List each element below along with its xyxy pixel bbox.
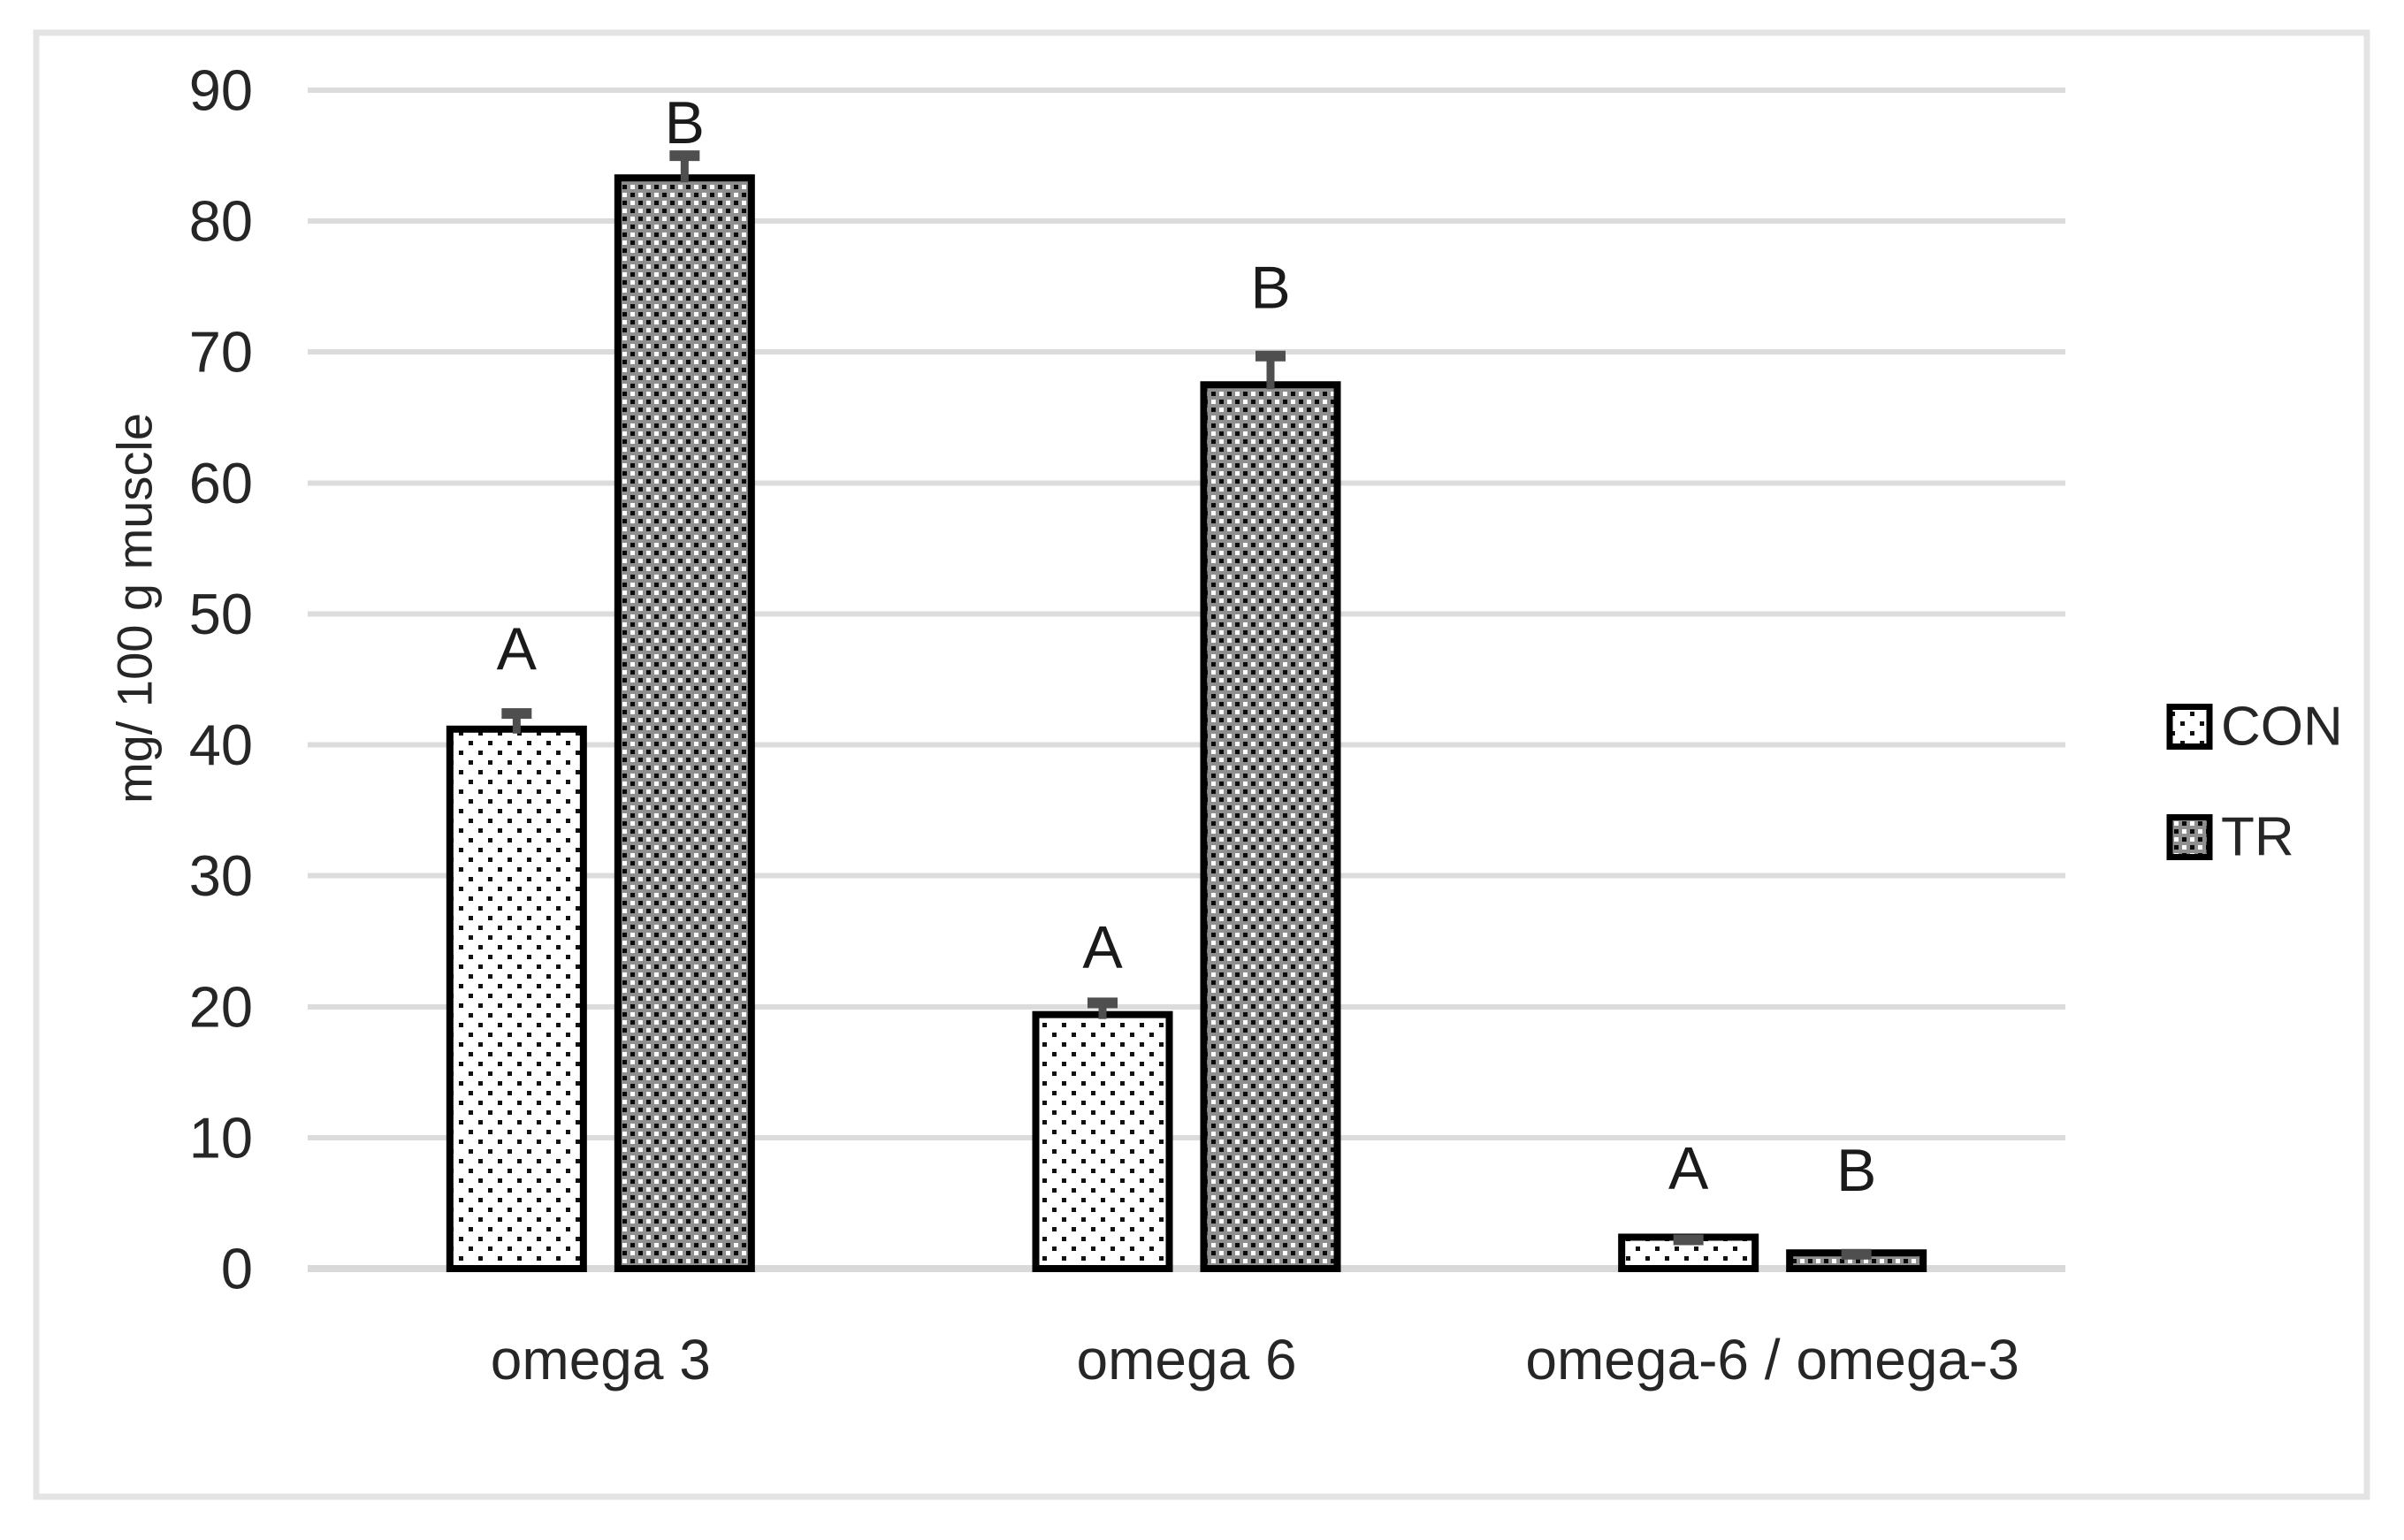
x-category-label-1: omega 6 xyxy=(1076,1328,1296,1391)
error-bar-cap xyxy=(1255,350,1286,362)
bar-con-1 xyxy=(1032,1010,1173,1272)
legend-label-con: CON xyxy=(2221,697,2343,758)
bar-con-0 xyxy=(446,725,587,1272)
figure-border xyxy=(33,29,2370,1500)
x-category-label-2: omega-6 / omega-3 xyxy=(1525,1328,2019,1391)
legend-label-tr: TR xyxy=(2221,807,2294,868)
y-axis-title: mg/ 100 g muscle xyxy=(107,413,163,804)
x-category-label-0: omega 3 xyxy=(491,1328,711,1391)
significance-letter: B xyxy=(1250,255,1290,322)
significance-letter: A xyxy=(1082,913,1123,980)
y-tick-label: 90 xyxy=(189,58,253,123)
y-tick-label: 50 xyxy=(189,582,253,646)
error-bar-cap xyxy=(1841,1248,1872,1260)
y-tick-label: 60 xyxy=(189,451,253,515)
error-bar-cap xyxy=(1088,997,1118,1009)
error-bar-cap xyxy=(669,150,700,162)
y-tick-label: 40 xyxy=(189,713,253,777)
significance-letter: B xyxy=(665,89,705,156)
bar-tr-1 xyxy=(1200,381,1341,1272)
significance-letter: A xyxy=(497,615,538,682)
y-tick-label: 30 xyxy=(189,843,253,908)
error-bar-cap xyxy=(1673,1234,1704,1246)
y-tick-label: 10 xyxy=(189,1105,253,1170)
error-bar-cap xyxy=(501,708,532,720)
significance-letter: B xyxy=(1836,1137,1876,1204)
significance-letter: A xyxy=(1668,1134,1709,1201)
y-tick-label: 70 xyxy=(189,320,253,385)
y-tick-label: 0 xyxy=(221,1237,253,1301)
legend-swatch-tr xyxy=(2166,814,2213,860)
legend-swatch-con xyxy=(2166,704,2213,750)
y-tick-label: 80 xyxy=(189,189,253,254)
y-tick-label: 20 xyxy=(189,974,253,1039)
bar-tr-0 xyxy=(614,174,755,1272)
